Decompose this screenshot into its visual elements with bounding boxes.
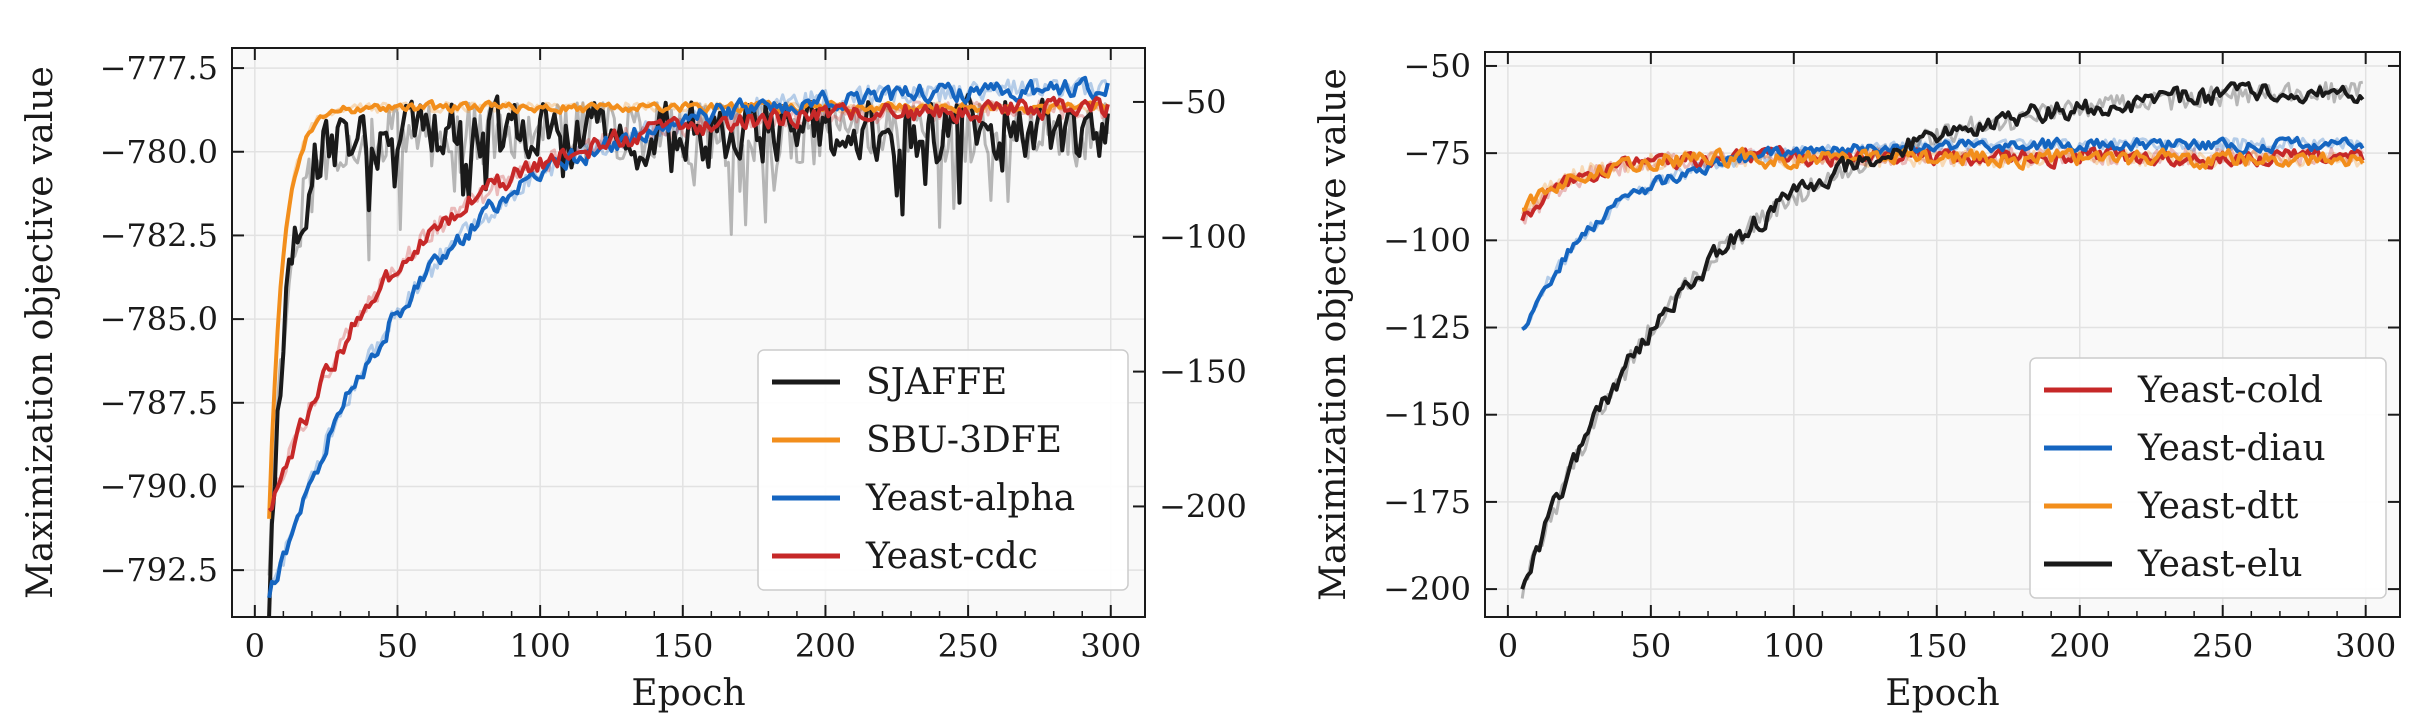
legend-box (757, 349, 1129, 591)
y2-tick-label: −150 (1159, 353, 1247, 391)
y-axis-title: Maximization objective value (1313, 68, 1354, 601)
x-tick-label: 250 (938, 627, 999, 665)
plot-frame (1484, 51, 2401, 618)
x-tick-label: 50 (377, 627, 418, 665)
y-tick-label: −175 (1383, 483, 1471, 521)
y2-tick-label: −100 (1159, 218, 1247, 256)
x-tick-label: 50 (1630, 627, 1671, 665)
chart-panel-1: 0 50 100 150 200 250 300 −792.5 −790.0 −787.5 −785… (20, 47, 1247, 714)
legend: Yeast-cold Yeast-diau Yeast-dtt Yeast-elu (2029, 357, 2387, 599)
x-tick-label: 150 (652, 627, 713, 665)
y-tick-label: −75 (1403, 134, 1471, 172)
x-tick-label: 0 (245, 627, 265, 665)
x-tick-label: 250 (2192, 627, 2253, 665)
x-tick-label: 100 (1763, 627, 1824, 665)
series-line-yeast-diau (1521, 135, 2365, 331)
chart-panel-2: 0 50 100 150 200 250 300 −200 −175 −150 −125 −100 −7… (1313, 47, 2401, 714)
legend-label: Yeast-elu (2137, 544, 2303, 585)
legend-label: SJAFFE (866, 362, 1007, 403)
x-tick-label: 100 (510, 627, 571, 665)
y-tick-label: −785.0 (100, 300, 218, 338)
legend-label: Yeast-dtt (2137, 486, 2299, 527)
y-tick-label: −782.5 (100, 216, 218, 254)
x-tick-label: 200 (2049, 627, 2110, 665)
y-tick-label: −200 (1383, 570, 1471, 608)
series-line-yeast-cdc (267, 95, 1110, 513)
x-tick-label: 200 (795, 627, 856, 665)
x-tick-label: 150 (1906, 627, 1967, 665)
y-tick-label: −790.0 (100, 467, 218, 505)
series-line-yeast-elu (1520, 81, 2365, 590)
y2-tick-label: −50 (1159, 83, 1227, 121)
y-tick-label: −777.5 (100, 49, 218, 87)
y-tick-label: −125 (1383, 309, 1471, 347)
y-tick-label: −792.5 (100, 551, 218, 589)
legend: SJAFFE SBU-3DFE Yeast-alpha Yeast-cdc (757, 349, 1129, 591)
series-line-yeast-dtt (1521, 146, 2365, 212)
x-tick-label: 300 (1080, 627, 1141, 665)
legend-box (2029, 357, 2387, 599)
legend-label: SBU-3DFE (866, 420, 1062, 461)
x-tick-label: 300 (2335, 627, 2396, 665)
y-axis-title: Maximization objective value (20, 66, 61, 599)
x-axis-title: Epoch (1885, 673, 1999, 714)
y-tick-label: −780.0 (100, 133, 218, 171)
y-tick-label: −100 (1383, 221, 1471, 259)
plot-frame (231, 47, 1146, 618)
legend-label: Yeast-alpha (865, 478, 1075, 519)
legend-label: Yeast-diau (2137, 428, 2326, 469)
y-tick-label: −50 (1403, 47, 1471, 85)
series-line-yeast-alpha (267, 75, 1110, 599)
legend-label: Yeast-cold (2137, 370, 2323, 411)
series-line-sbu-3dfe (267, 99, 1110, 519)
y-tick-label: −787.5 (100, 384, 218, 422)
y2-tick-label: −200 (1159, 487, 1247, 525)
x-tick-label: 0 (1498, 627, 1518, 665)
x-axis-title: Epoch (631, 673, 745, 714)
legend-label: Yeast-cdc (865, 536, 1038, 577)
y-tick-label: −150 (1383, 396, 1471, 434)
